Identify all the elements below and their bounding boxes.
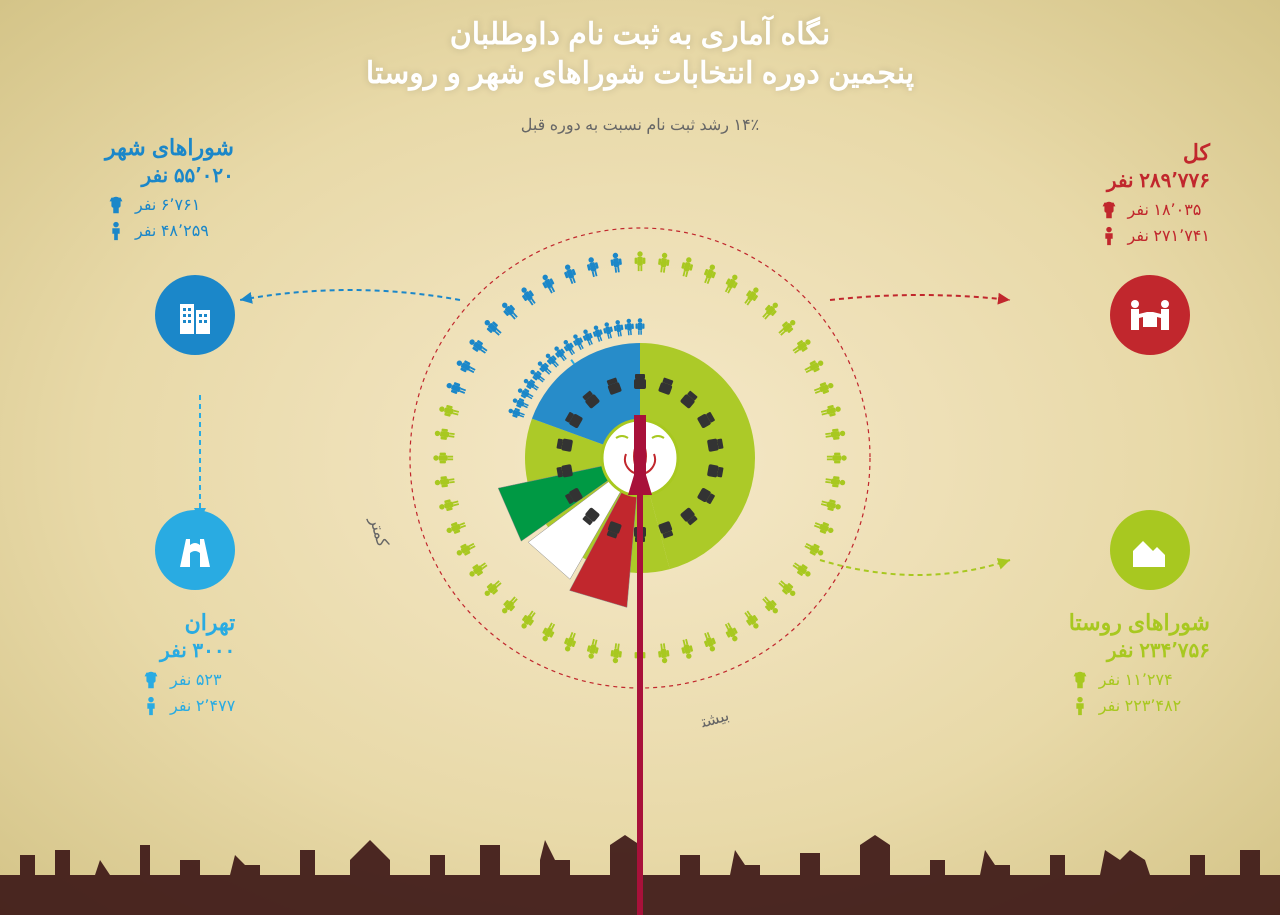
stat-village-male: ۲۲۳٬۴۸۲ نفر [1069, 695, 1210, 717]
stat-total-male: ۲۷۱٬۷۴۱ نفر [1098, 225, 1210, 247]
stat-city: شوراهای شهر ۵۵٬۰۲۰ نفر ۶٬۷۶۱ نفر ۴۸٬۲۵۹ … [105, 135, 234, 246]
buildings-icon [170, 290, 220, 340]
stat-tehran-value: ۳۰۰۰ نفر [140, 638, 235, 663]
female-icon [105, 194, 127, 216]
page-title: نگاه آماری به ثبت نام داوطلبان پنجمین دو… [0, 15, 1280, 93]
stat-total: کل ۲۸۹٬۷۷۶ نفر ۱۸٬۰۳۵ نفر ۲۷۱٬۷۴۱ نفر [1098, 140, 1210, 251]
tehran-icon-circle [155, 510, 235, 590]
stat-village-title: شوراهای روستا [1069, 610, 1210, 636]
stat-tehran: تهران ۳۰۰۰ نفر ۵۲۳ نفر ۲٬۴۷۷ نفر [140, 610, 235, 721]
stat-city-value: ۵۵٬۰۲۰ نفر [105, 163, 234, 188]
village-icon-circle [1110, 510, 1190, 590]
azadi-tower-icon [170, 525, 220, 575]
stat-village-value: ۲۳۴٬۷۵۶ نفر [1069, 638, 1210, 663]
female-icon [1069, 669, 1091, 691]
stat-tehran-female: ۵۲۳ نفر [140, 669, 235, 691]
voting-icon [1125, 290, 1175, 340]
stat-tehran-title: تهران [140, 610, 235, 636]
male-icon [1098, 225, 1120, 247]
stat-total-value: ۲۸۹٬۷۷۶ نفر [1098, 168, 1210, 193]
stat-tehran-male: ۲٬۴۷۷ نفر [140, 695, 235, 717]
stat-village-female: ۱۱٬۲۷۴ نفر [1069, 669, 1210, 691]
stat-city-male: ۴۸٬۲۵۹ نفر [105, 220, 234, 242]
title-line-1: نگاه آماری به ثبت نام داوطلبان [0, 15, 1280, 54]
stat-village: شوراهای روستا ۲۳۴٬۷۵۶ نفر ۱۱٬۲۷۴ نفر ۲۲۳… [1069, 610, 1210, 721]
female-icon [1098, 199, 1120, 221]
svg-text:کمترین سن داوطلبان ۲۵ سال: کمترین سن داوطلبان ۲۵ سال [366, 445, 647, 550]
tower-icon [620, 415, 660, 915]
stat-total-female: ۱۸٬۰۳۵ نفر [1098, 199, 1210, 221]
growth-subtitle: ۱۴٪ رشد ثبت نام نسبت به دوره قبل [0, 115, 1280, 135]
male-icon [105, 220, 127, 242]
male-icon [140, 695, 162, 717]
female-icon [140, 669, 162, 691]
houses-icon [1125, 525, 1175, 575]
city-icon-circle [155, 275, 235, 355]
total-icon-circle [1110, 275, 1190, 355]
stat-city-female: ۶٬۷۶۱ نفر [105, 194, 234, 216]
stat-city-title: شوراهای شهر [105, 135, 234, 161]
title-line-2: پنجمین دوره انتخابات شوراهای شهر و روستا [0, 54, 1280, 93]
male-icon [1069, 695, 1091, 717]
stat-total-title: کل [1098, 140, 1210, 166]
